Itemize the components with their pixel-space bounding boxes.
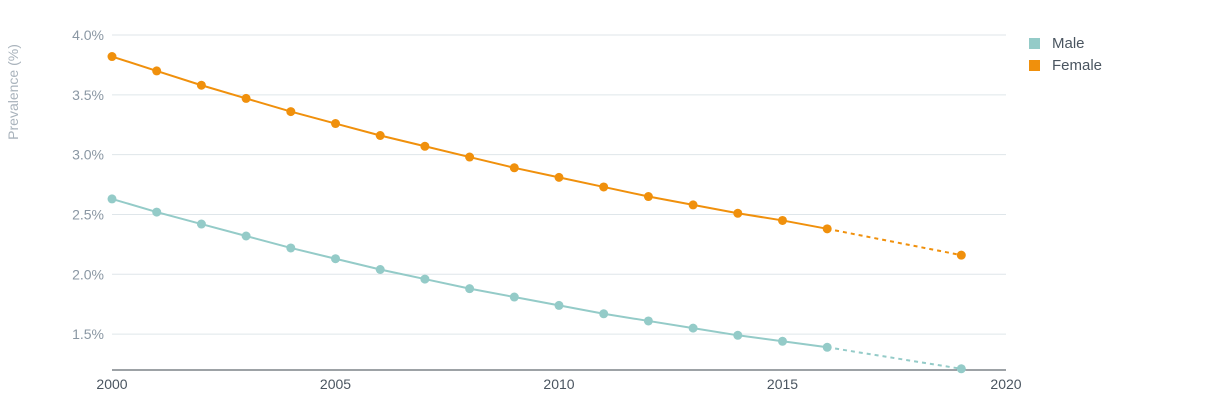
data-point[interactable]: [509, 292, 519, 302]
data-point[interactable]: [778, 336, 787, 346]
data-point[interactable]: [554, 300, 564, 310]
series-layer: [107, 52, 966, 374]
data-point[interactable]: [822, 224, 832, 234]
series-line-female: [111, 55, 828, 230]
y-tick-label: 2.5%: [72, 206, 104, 222]
data-point[interactable]: [241, 93, 251, 103]
series-projection-line-male: [827, 346, 962, 370]
y-axis-title: Prevalence (%): [5, 44, 21, 140]
legend-swatch: [1029, 60, 1040, 71]
data-point[interactable]: [196, 80, 206, 90]
data-point[interactable]: [465, 152, 475, 162]
series-line-male: [111, 197, 828, 349]
series-male: [107, 194, 966, 374]
data-point[interactable]: [375, 131, 385, 140]
y-tick-label: 1.5%: [72, 326, 104, 342]
series-female: [107, 52, 966, 260]
data-point[interactable]: [196, 219, 206, 229]
x-tick-label: 2020: [990, 376, 1021, 392]
data-point[interactable]: [956, 250, 966, 260]
x-axis-ticks: 2000 2005 2010 2015 2020: [96, 376, 1021, 392]
data-point[interactable]: [420, 274, 430, 284]
data-point[interactable]: [599, 182, 609, 192]
data-point[interactable]: [509, 163, 519, 173]
y-tick-label: 2.0%: [72, 266, 104, 282]
x-tick-label: 2005: [320, 376, 351, 392]
data-point[interactable]: [554, 172, 564, 182]
data-point[interactable]: [241, 231, 251, 241]
y-axis-ticks: 1.5% 2.0% 2.5% 3.0% 3.5% 4.0%: [72, 27, 104, 342]
data-point[interactable]: [956, 364, 966, 374]
legend-swatch: [1029, 38, 1040, 49]
data-point[interactable]: [152, 207, 162, 217]
data-point[interactable]: [107, 194, 117, 204]
data-point[interactable]: [152, 66, 162, 76]
legend-label: Female: [1052, 57, 1102, 74]
legend-label: Male: [1052, 35, 1085, 52]
data-point[interactable]: [331, 119, 340, 129]
legend: Male Female: [1029, 35, 1102, 74]
data-point[interactable]: [688, 200, 698, 210]
y-tick-label: 3.0%: [72, 147, 104, 163]
data-point[interactable]: [688, 323, 698, 333]
data-point[interactable]: [778, 215, 787, 225]
data-point[interactable]: [465, 284, 475, 294]
data-point[interactable]: [107, 52, 117, 62]
data-point[interactable]: [643, 192, 653, 202]
data-point[interactable]: [822, 342, 832, 352]
y-tick-label: 3.5%: [72, 87, 104, 103]
data-point[interactable]: [286, 107, 296, 117]
data-point[interactable]: [733, 330, 743, 340]
x-tick-label: 2015: [767, 376, 798, 392]
data-point[interactable]: [375, 265, 385, 274]
x-tick-label: 2010: [543, 376, 574, 392]
data-point[interactable]: [643, 316, 653, 326]
grid-lines: [112, 34, 1006, 335]
y-tick-label: 4.0%: [72, 27, 104, 43]
data-point[interactable]: [733, 208, 743, 218]
data-point[interactable]: [420, 141, 430, 151]
data-point[interactable]: [331, 254, 340, 264]
x-tick-label: 2000: [96, 376, 127, 392]
data-point[interactable]: [599, 309, 609, 319]
series-projection-line-female: [827, 227, 962, 257]
data-point[interactable]: [286, 243, 296, 253]
